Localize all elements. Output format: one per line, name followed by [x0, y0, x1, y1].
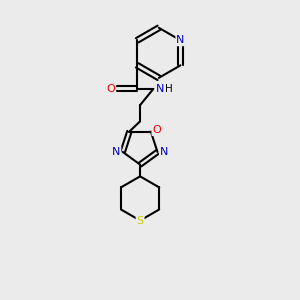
Text: N: N: [156, 84, 164, 94]
Text: O: O: [152, 125, 161, 135]
Text: H: H: [165, 84, 173, 94]
Text: N: N: [112, 147, 121, 157]
Text: N: N: [176, 35, 185, 45]
Text: N: N: [160, 147, 168, 157]
Text: S: S: [136, 215, 144, 226]
Text: O: O: [106, 84, 115, 94]
